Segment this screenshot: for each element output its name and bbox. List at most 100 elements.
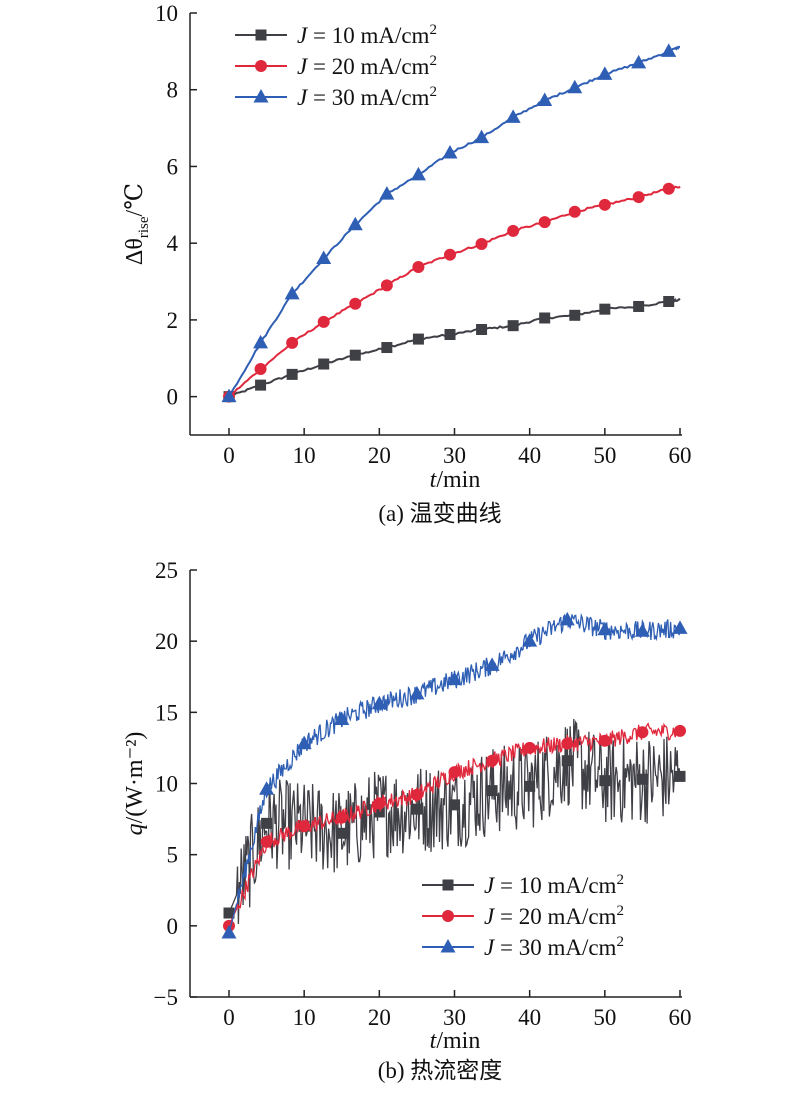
legend-sup: 2 — [616, 872, 624, 888]
y-tick-label: 0 — [167, 914, 179, 939]
data-point — [448, 766, 461, 779]
data-point — [444, 328, 456, 340]
x-tick-label: 40 — [518, 1005, 541, 1030]
y-tick-label: 0 — [167, 385, 179, 410]
x-label-var: t — [430, 467, 438, 493]
y-tick-label: 10 — [155, 1, 178, 26]
data-point — [632, 191, 645, 204]
series-j30: J = 30 mA/cm2 — [221, 611, 688, 960]
x-tick-label: 10 — [293, 443, 316, 468]
data-point — [255, 379, 267, 391]
data-point — [373, 806, 385, 818]
x-tick-label: 50 — [593, 1005, 616, 1030]
series-line — [228, 718, 681, 925]
series-j20: J = 20 mA/cm2 — [223, 53, 681, 403]
data-point — [561, 755, 573, 767]
data-point — [443, 248, 456, 261]
y-tick-label: 5 — [167, 843, 179, 868]
data-point — [569, 309, 581, 321]
data-point — [598, 734, 611, 747]
data-point — [507, 224, 520, 237]
data-point — [662, 182, 675, 195]
data-point — [505, 109, 521, 123]
data-point — [537, 92, 553, 106]
data-point — [261, 817, 273, 829]
y-tick-label: 25 — [155, 558, 178, 583]
legend-sup: 2 — [616, 934, 624, 950]
legend-marker — [442, 879, 454, 891]
data-point — [447, 671, 462, 686]
data-point — [636, 726, 649, 739]
legend-label: J = 30 mA/cm2 — [484, 934, 624, 960]
data-point — [633, 300, 645, 312]
x-label-var: t — [430, 1028, 438, 1054]
data-point — [486, 754, 499, 767]
y-tick-label: 15 — [155, 700, 178, 725]
y-tick-label: 8 — [167, 78, 179, 103]
data-point — [349, 297, 362, 310]
y-tick-label: 2 — [167, 308, 179, 333]
y-label-unit: /℃ — [122, 183, 148, 217]
x-tick-label: 60 — [669, 443, 692, 468]
data-point — [567, 79, 583, 94]
data-point — [298, 820, 311, 833]
legend-label: J = 10 mA/cm2 — [297, 22, 437, 48]
data-point — [380, 279, 393, 292]
legend-text: = 30 mA/cm — [307, 85, 429, 110]
data-point — [538, 216, 551, 229]
data-point — [674, 770, 686, 782]
panel-caption: (a) 温变曲线 — [378, 501, 501, 526]
data-point — [371, 695, 387, 710]
data-point — [335, 811, 348, 824]
data-point — [524, 780, 536, 792]
data-point — [223, 907, 235, 919]
series-j20: J = 20 mA/cm2 — [223, 722, 686, 932]
legend-text: = 10 mA/cm — [307, 23, 429, 48]
data-point — [253, 334, 269, 349]
data-point — [379, 186, 395, 200]
data-point — [523, 741, 536, 754]
data-point — [410, 788, 423, 801]
data-point — [484, 657, 500, 671]
series-j30: J = 30 mA/cm2 — [221, 43, 681, 403]
x-tick-label: 30 — [443, 1005, 466, 1030]
legend-text: = 10 mA/cm — [494, 873, 616, 898]
data-point — [442, 145, 458, 159]
x-tick-label: 0 — [223, 1005, 235, 1030]
series-line — [228, 185, 681, 398]
y-label-sub: rise — [136, 216, 152, 238]
data-point — [286, 368, 298, 380]
data-point — [674, 724, 686, 737]
legend-marker — [255, 60, 267, 72]
data-point — [597, 621, 613, 636]
x-axis-label: t/min — [430, 467, 481, 493]
legend-sup: 2 — [616, 903, 624, 919]
data-point — [599, 303, 611, 315]
legend-var: J — [484, 935, 496, 960]
y-tick-label: −5 — [154, 985, 178, 1010]
y-tick-label: 20 — [155, 629, 178, 654]
data-point — [259, 781, 275, 795]
data-point — [373, 797, 386, 810]
x-tick-label: 30 — [443, 443, 466, 468]
data-point — [634, 623, 650, 637]
data-point — [559, 611, 575, 626]
series-j10: J = 10 mA/cm2 — [223, 718, 686, 925]
x-label-unit: /min — [436, 467, 480, 493]
data-point — [318, 358, 330, 370]
y-tick-label: 6 — [167, 154, 179, 179]
data-point — [221, 388, 237, 403]
x-tick-label: 20 — [368, 443, 391, 468]
data-point — [412, 260, 425, 273]
data-point — [317, 315, 330, 328]
y-axis-label: q/(W·m⁻²) — [122, 732, 148, 836]
legend-sup: 2 — [429, 84, 437, 100]
legend-sup: 2 — [429, 22, 437, 38]
data-point — [336, 827, 348, 839]
data-point — [661, 43, 677, 57]
data-point — [411, 803, 423, 815]
legend-var: J — [297, 23, 309, 48]
data-point — [476, 324, 488, 335]
data-point — [598, 198, 611, 211]
legend-var: J — [484, 904, 496, 929]
